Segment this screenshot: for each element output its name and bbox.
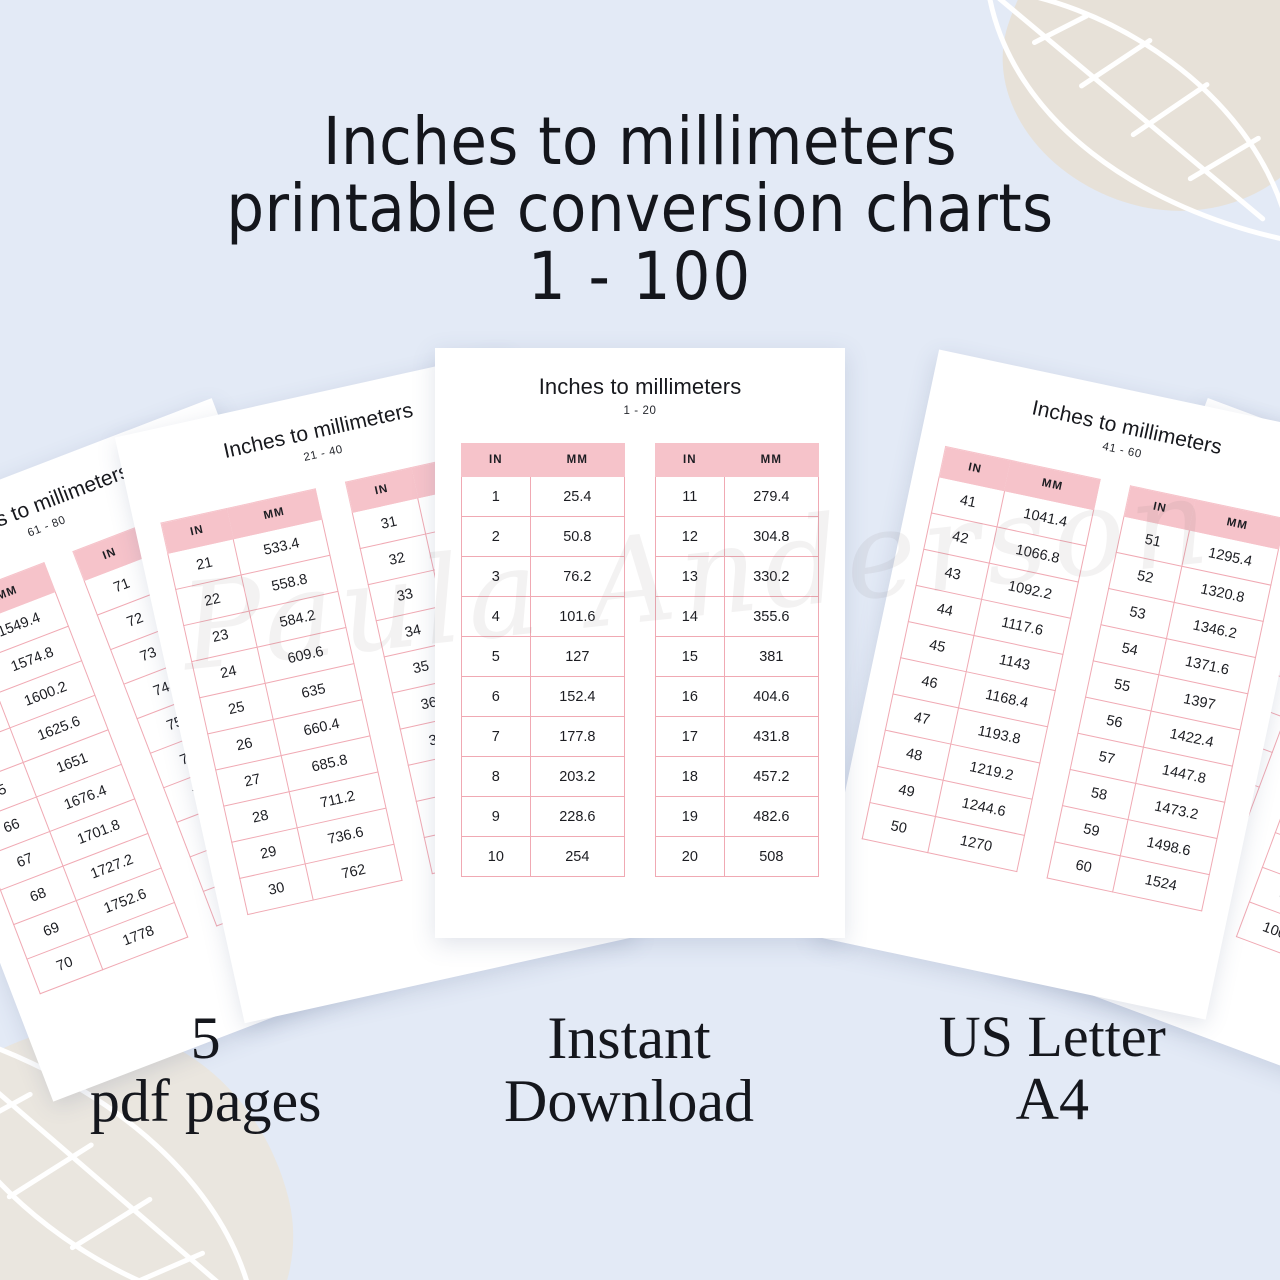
caption-line-2: Download bbox=[504, 1067, 754, 1134]
table-row: 9 228.6 bbox=[461, 796, 626, 837]
cell-inches: 9 bbox=[461, 796, 531, 837]
table-row: 15 381 bbox=[655, 636, 820, 677]
cell-inches: 100 bbox=[1236, 901, 1280, 961]
table-row: 17 431.8 bbox=[655, 716, 820, 757]
cell-millimeters: 25.4 bbox=[529, 476, 626, 517]
table-row: 11 279.4 bbox=[655, 476, 820, 517]
page-title-line-1: Inches to millimeters bbox=[322, 103, 958, 180]
conversion-table-right: IN MM 11 279.4 12 304.8 13 330.2 14 355.6 15 381 16 4… bbox=[655, 443, 820, 877]
caption-pdf-pages: 5 pdf pages bbox=[0, 1007, 417, 1132]
cell-inches: 1 bbox=[461, 476, 531, 517]
table-row: 10 254 bbox=[461, 836, 626, 877]
caption-paper-size: US Letter A4 bbox=[841, 1004, 1264, 1132]
caption-line-2: pdf pages bbox=[89, 1067, 322, 1134]
page-title: Inches to millimeters printable conversi… bbox=[0, 108, 1280, 310]
table-row: 16 404.6 bbox=[655, 676, 820, 717]
cell-inches: 4 bbox=[461, 596, 531, 637]
cell-inches: 6 bbox=[461, 676, 531, 717]
caption-line-1: US Letter bbox=[938, 1004, 1166, 1070]
table-row: 5 127 bbox=[461, 636, 626, 677]
cell-inches: 5 bbox=[461, 636, 531, 677]
column-header-mm: MM bbox=[529, 443, 626, 477]
cell-inches: 8 bbox=[461, 756, 531, 797]
cell-millimeters: 508 bbox=[723, 836, 820, 877]
card-tables: IN MM 1 25.4 2 50.8 3 76.2 4 101.6 5 127 6 152.4 7 177.… bbox=[461, 443, 820, 877]
cell-millimeters: 127 bbox=[529, 636, 626, 677]
card-title: Inches to millimeters bbox=[538, 374, 742, 399]
table-row: 6 152.4 bbox=[461, 676, 626, 717]
cell-millimeters: 431.8 bbox=[723, 716, 820, 757]
table-row: 13 330.2 bbox=[655, 556, 820, 597]
cell-millimeters: 228.6 bbox=[529, 796, 626, 837]
cell-millimeters: 355.6 bbox=[723, 596, 820, 637]
cell-inches: 19 bbox=[655, 796, 725, 837]
table-row: 18 457.2 bbox=[655, 756, 820, 797]
cell-millimeters: 482.6 bbox=[723, 796, 820, 837]
cell-millimeters: 304.8 bbox=[723, 516, 820, 557]
table-row: 1002540 bbox=[1236, 901, 1280, 992]
cell-millimeters: 101.6 bbox=[529, 596, 626, 637]
column-header-mm: MM bbox=[723, 443, 820, 477]
cell-millimeters: 177.8 bbox=[529, 716, 626, 757]
caption-line-1: Instant bbox=[547, 1005, 711, 1072]
column-header-in: IN bbox=[461, 443, 531, 477]
table-row: 7 177.8 bbox=[461, 716, 626, 757]
cell-inches: 12 bbox=[655, 516, 725, 557]
caption-instant-download: Instant Download bbox=[417, 1007, 840, 1132]
conversion-table-left: IN MM 1 25.4 2 50.8 3 76.2 4 101.6 5 127 6 152.4 7 177.… bbox=[461, 443, 626, 877]
cell-millimeters: 76.2 bbox=[529, 556, 626, 597]
table-row: 4 101.6 bbox=[461, 596, 626, 637]
cell-millimeters: 152.4 bbox=[529, 676, 626, 717]
cell-inches: 18 bbox=[655, 756, 725, 797]
caption-line-2: A4 bbox=[1015, 1065, 1089, 1132]
cell-millimeters: 254 bbox=[529, 836, 626, 877]
cell-millimeters: 381 bbox=[723, 636, 820, 677]
cell-inches: 13 bbox=[655, 556, 725, 597]
cell-inches: 7 bbox=[461, 716, 531, 757]
page-title-line-2: printable conversion charts bbox=[226, 170, 1054, 248]
cell-inches: 17 bbox=[655, 716, 725, 757]
cell-millimeters: 50.8 bbox=[529, 516, 626, 557]
column-header-in: IN bbox=[655, 443, 725, 477]
cell-millimeters: 457.2 bbox=[723, 756, 820, 797]
cell-inches: 3 bbox=[461, 556, 531, 597]
table-row: 14 355.6 bbox=[655, 596, 820, 637]
chart-card-41-60[interactable]: Inches to millimeters 41 - 60 IN MM 41 1041… bbox=[814, 349, 1280, 1020]
cell-millimeters: 279.4 bbox=[723, 476, 820, 517]
table-row: 1 25.4 bbox=[461, 476, 626, 517]
cell-inches: 16 bbox=[655, 676, 725, 717]
chart-card-1-20[interactable]: Inches to millimeters 1 - 20 IN MM 1 25.4 2 5… bbox=[435, 348, 845, 938]
cell-inches: 2 bbox=[461, 516, 531, 557]
table-row: 8 203.2 bbox=[461, 756, 626, 797]
cell-inches: 20 bbox=[655, 836, 725, 877]
feature-captions: 5 pdf pages Instant Download US Letter A… bbox=[0, 1004, 1280, 1132]
card-tables: IN MM 41 1041.4 42 1066.8 43 1092.2 44 1117.6 45 11… bbox=[862, 446, 1280, 912]
card-subtitle: 1 - 20 bbox=[623, 405, 657, 417]
table-row: 3 76.2 bbox=[461, 556, 626, 597]
cell-millimeters: 203.2 bbox=[529, 756, 626, 797]
cell-inches: 11 bbox=[655, 476, 725, 517]
cell-millimeters: 330.2 bbox=[723, 556, 820, 597]
table-row: 12 304.8 bbox=[655, 516, 820, 557]
table-row: 19 482.6 bbox=[655, 796, 820, 837]
cell-inches: 14 bbox=[655, 596, 725, 637]
page-title-line-3: 1 - 100 bbox=[527, 237, 753, 315]
cell-inches: 10 bbox=[461, 836, 531, 877]
cell-inches: 15 bbox=[655, 636, 725, 677]
table-row: 2 50.8 bbox=[461, 516, 626, 557]
table-row: 20 508 bbox=[655, 836, 820, 877]
caption-line-1: 5 bbox=[190, 1005, 221, 1072]
cell-millimeters: 404.6 bbox=[723, 676, 820, 717]
